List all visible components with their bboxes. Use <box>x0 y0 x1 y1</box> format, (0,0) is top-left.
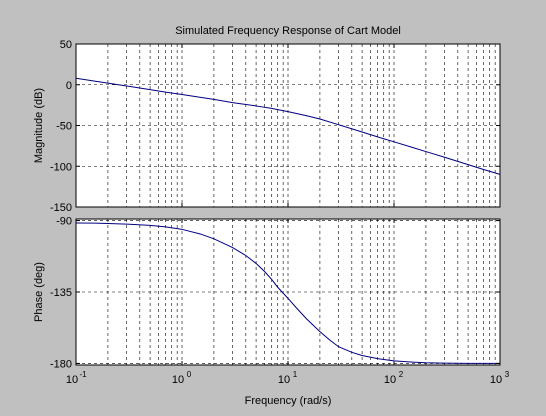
magnitude-ytick-label: 0 <box>66 80 72 92</box>
chart-title: Simulated Frequency Response of Cart Mod… <box>175 25 401 37</box>
xtick-label-exponent: 3 <box>505 370 510 379</box>
phase-ytick-label: -180 <box>50 358 72 370</box>
phase-ytick-label: -135 <box>50 287 72 299</box>
phase-series-line <box>75 222 500 364</box>
xtick-label-exponent: 0 <box>187 370 192 379</box>
magnitude-ytick-label: 50 <box>60 39 72 51</box>
xtick-label: 10 <box>490 374 502 386</box>
phase-ytick-label: -90 <box>56 216 72 228</box>
xtick-label: 10 <box>384 374 396 386</box>
xtick-label-exponent: 1 <box>293 370 298 379</box>
xtick-label: 10 <box>66 374 78 386</box>
xtick-label-exponent: -1 <box>79 370 87 379</box>
magnitude-ytick-label: -50 <box>56 121 72 133</box>
xtick-label: 10 <box>172 374 184 386</box>
xtick-label-exponent: 2 <box>399 370 404 379</box>
magnitude-ytick-label: -100 <box>50 161 72 173</box>
x-axis-label: Frequency (rad/s) <box>245 395 332 407</box>
magnitude-ytick-label: -150 <box>50 202 72 214</box>
phase-ylabel: Phase (deg) <box>33 262 45 322</box>
xtick-label: 10 <box>278 374 290 386</box>
magnitude-ylabel: Magnitude (dB) <box>33 88 45 163</box>
magnitude-series-line <box>75 77 501 175</box>
